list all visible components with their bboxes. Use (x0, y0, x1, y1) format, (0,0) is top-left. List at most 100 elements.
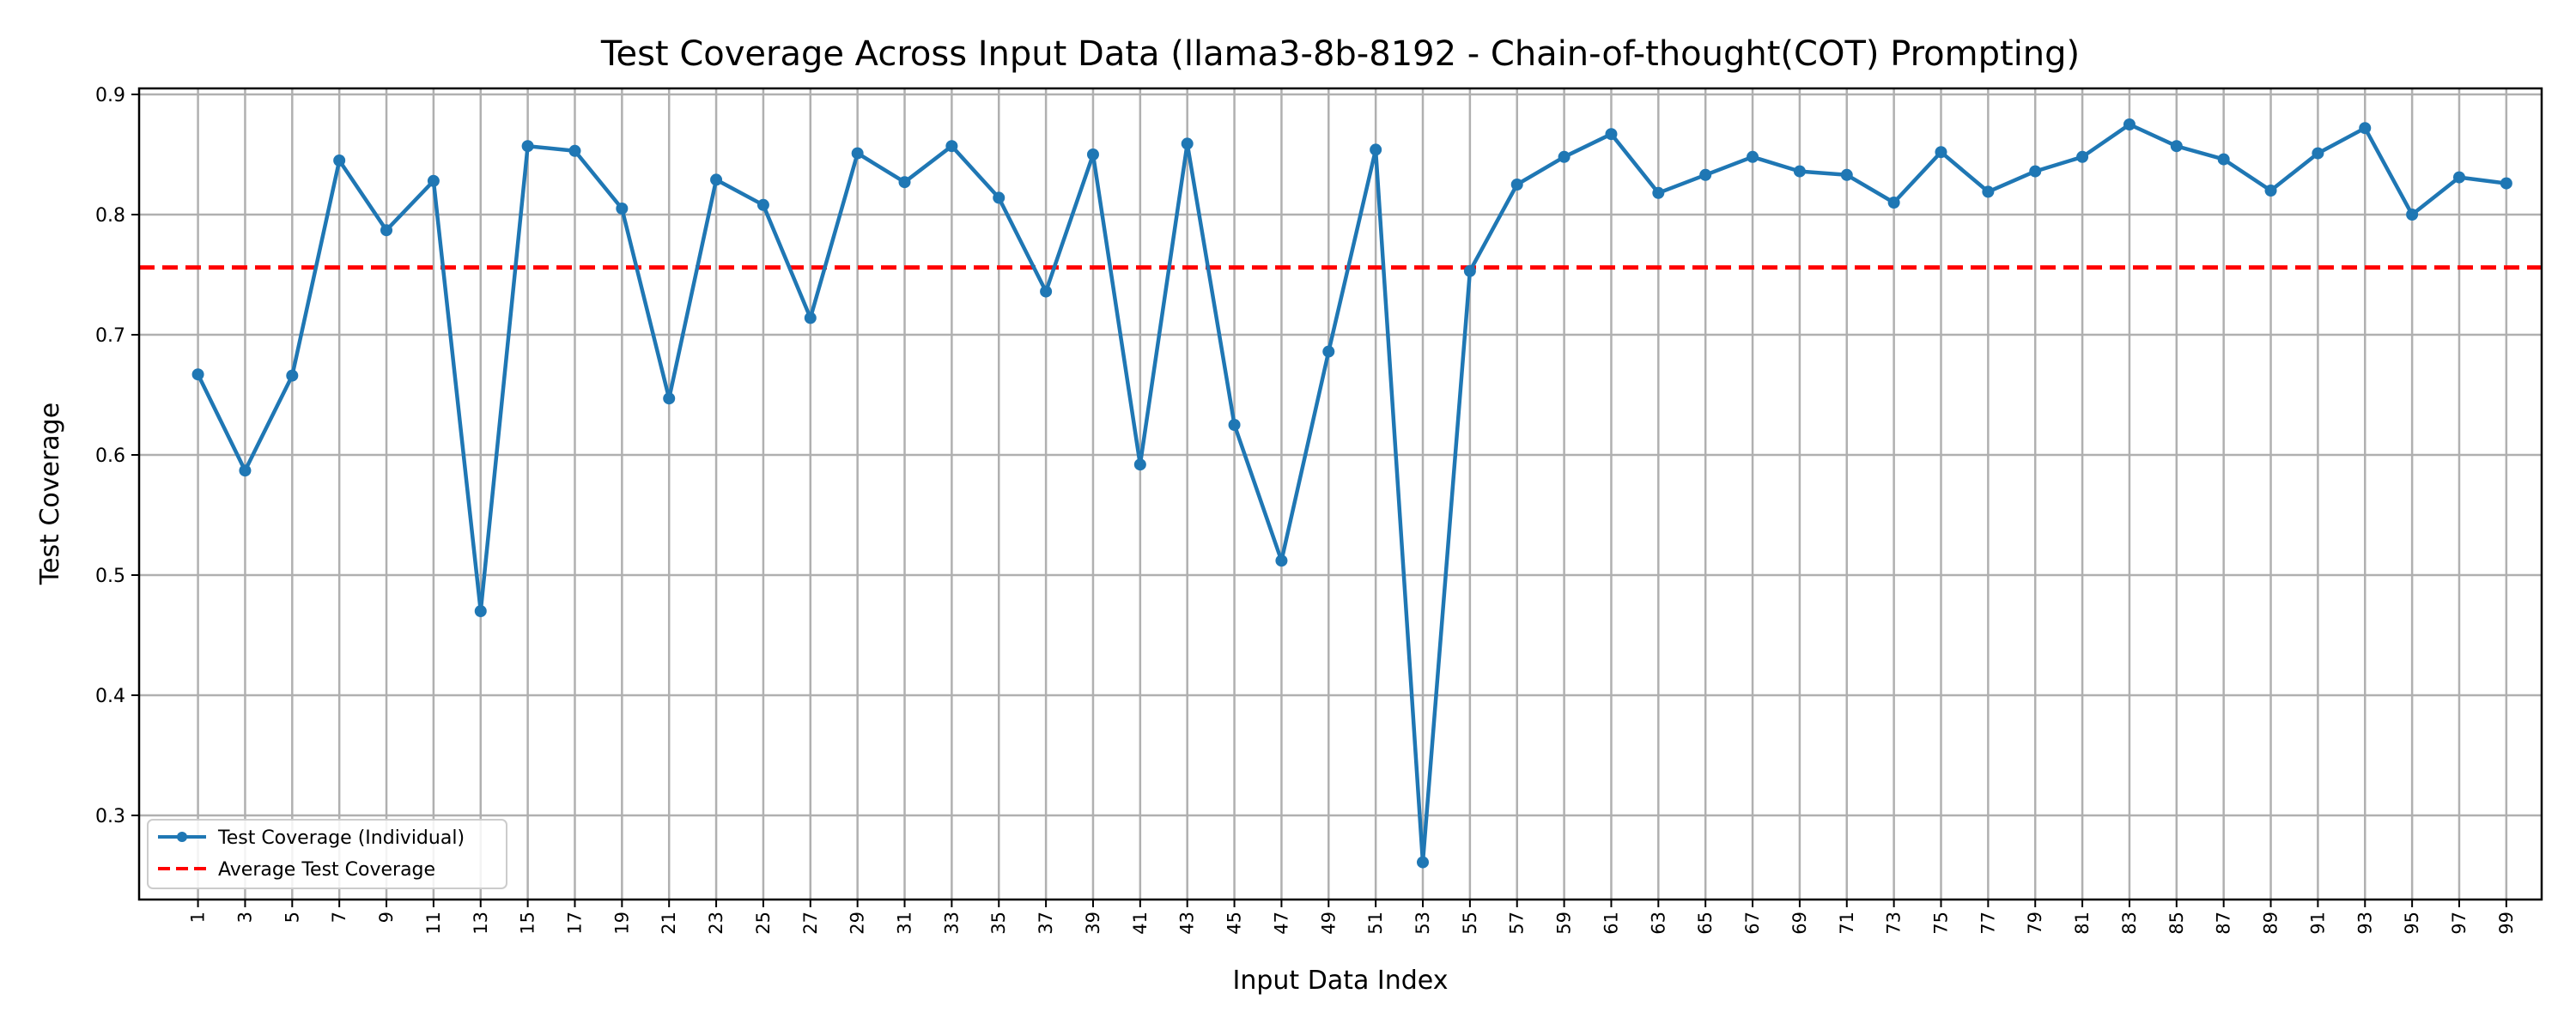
y-tick-label: 0.9 (95, 85, 125, 106)
x-tick-label: 47 (1271, 912, 1291, 935)
data-point (1370, 143, 1382, 156)
x-tick-label: 93 (2354, 912, 2375, 935)
plot-area-frame (137, 87, 2543, 901)
data-point (1887, 197, 1900, 209)
chart-title: Test Coverage Across Input Data (llama3-… (600, 34, 2080, 74)
data-point (1228, 419, 1241, 431)
data-point (1040, 285, 1053, 298)
x-tick-label: 91 (2307, 912, 2328, 935)
data-point (427, 174, 440, 187)
x-tick-label: 63 (1648, 912, 1668, 935)
data-point (286, 369, 299, 382)
data-point (2123, 118, 2136, 130)
data-point (1840, 168, 1853, 181)
y-tick-label: 0.6 (95, 445, 125, 467)
grid (139, 88, 2542, 900)
x-tick-label: 35 (988, 912, 1009, 935)
x-tick-label: 77 (1978, 912, 1998, 935)
data-point (2029, 165, 2042, 178)
x-tick-label: 97 (2449, 912, 2470, 935)
data-point (2500, 177, 2512, 190)
x-tick-label: 61 (1601, 912, 1621, 935)
x-tick-label: 41 (1130, 912, 1151, 935)
data-point (851, 147, 864, 160)
data-point (993, 191, 1005, 204)
data-point (1463, 264, 1476, 277)
legend-box (147, 819, 507, 889)
x-tick-label: 81 (2072, 912, 2093, 935)
data-point (474, 605, 487, 617)
data-point (1558, 150, 1571, 163)
data-point (2312, 147, 2324, 160)
x-tick-label: 33 (941, 912, 962, 935)
data-point (521, 140, 534, 153)
x-tick-label: 25 (753, 912, 774, 935)
x-tick-label: 95 (2402, 912, 2422, 935)
x-tick-label: 5 (282, 912, 302, 923)
y-tick-label: 0.5 (95, 566, 125, 587)
data-point (380, 224, 393, 237)
x-tick-label: 87 (2214, 912, 2234, 935)
data-point (568, 144, 581, 157)
data-point (1322, 345, 1335, 358)
data-point (1181, 137, 1194, 150)
x-tick-label: 99 (2496, 912, 2517, 935)
x-tick-label: 85 (2166, 912, 2187, 935)
x-tick-label: 11 (423, 912, 444, 935)
data-point (2452, 171, 2465, 184)
x-tick-label: 7 (329, 912, 349, 923)
x-tick-label: 49 (1318, 912, 1339, 935)
x-tick-label: 83 (2119, 912, 2140, 935)
data-point (616, 203, 629, 215)
data-point (333, 154, 346, 167)
y-axis-ticks: 0.3 0.4 0.5 0.6 0.7 0.8 0.9 (95, 85, 139, 827)
x-tick-label: 65 (1695, 912, 1716, 935)
x-tick-label: 27 (800, 912, 821, 935)
x-tick-label: 59 (1554, 912, 1575, 935)
x-tick-label: 3 (234, 912, 255, 923)
x-tick-label: 23 (706, 912, 726, 935)
data-point (2406, 209, 2419, 221)
data-point (1699, 168, 1712, 181)
y-tick-label: 0.7 (95, 325, 125, 347)
series-layer (191, 118, 2512, 869)
data-point (239, 464, 252, 477)
data-point (2170, 140, 2183, 153)
y-axis-label: Test Coverage (35, 403, 65, 585)
legend-series-label: Test Coverage (Individual) (217, 827, 465, 849)
x-tick-label: 89 (2261, 912, 2281, 935)
data-point (1605, 128, 1618, 141)
data-point (1275, 554, 1288, 567)
data-point (710, 173, 723, 186)
x-tick-label: 43 (1177, 912, 1198, 935)
data-point (2217, 153, 2230, 166)
legend-series-marker (177, 832, 187, 842)
data-point (191, 368, 204, 381)
data-point (1510, 179, 1523, 191)
data-point (1982, 185, 1995, 198)
x-tick-label: 31 (895, 912, 915, 935)
x-tick-label: 17 (564, 912, 585, 935)
x-axis-label: Input Data Index (1233, 966, 1449, 996)
data-point (1747, 150, 1759, 163)
data-point (1793, 165, 1806, 178)
x-tick-label: 9 (376, 912, 397, 923)
legend-average-label: Average Test Coverage (218, 859, 435, 881)
x-tick-label: 13 (471, 912, 491, 935)
x-tick-label: 71 (1837, 912, 1857, 935)
data-point (1652, 186, 1665, 199)
x-tick-label: 19 (611, 912, 632, 935)
legend: Test Coverage (Individual) Average Test … (147, 819, 507, 889)
y-tick-label: 0.8 (95, 205, 125, 227)
y-tick-label: 0.4 (95, 686, 125, 707)
x-tick-label: 73 (1884, 912, 1905, 935)
x-axis-ticks: 1 3 5 7 9 11 13 15 17 19 21 23 25 27 29 31 33 35 37 39 41 43 4… (188, 900, 2517, 935)
x-tick-label: 15 (518, 912, 538, 935)
x-tick-label: 57 (1507, 912, 1528, 935)
data-point (804, 312, 817, 324)
x-tick-label: 55 (1460, 912, 1480, 935)
data-point (2359, 122, 2372, 135)
y-tick-label: 0.3 (95, 806, 125, 827)
